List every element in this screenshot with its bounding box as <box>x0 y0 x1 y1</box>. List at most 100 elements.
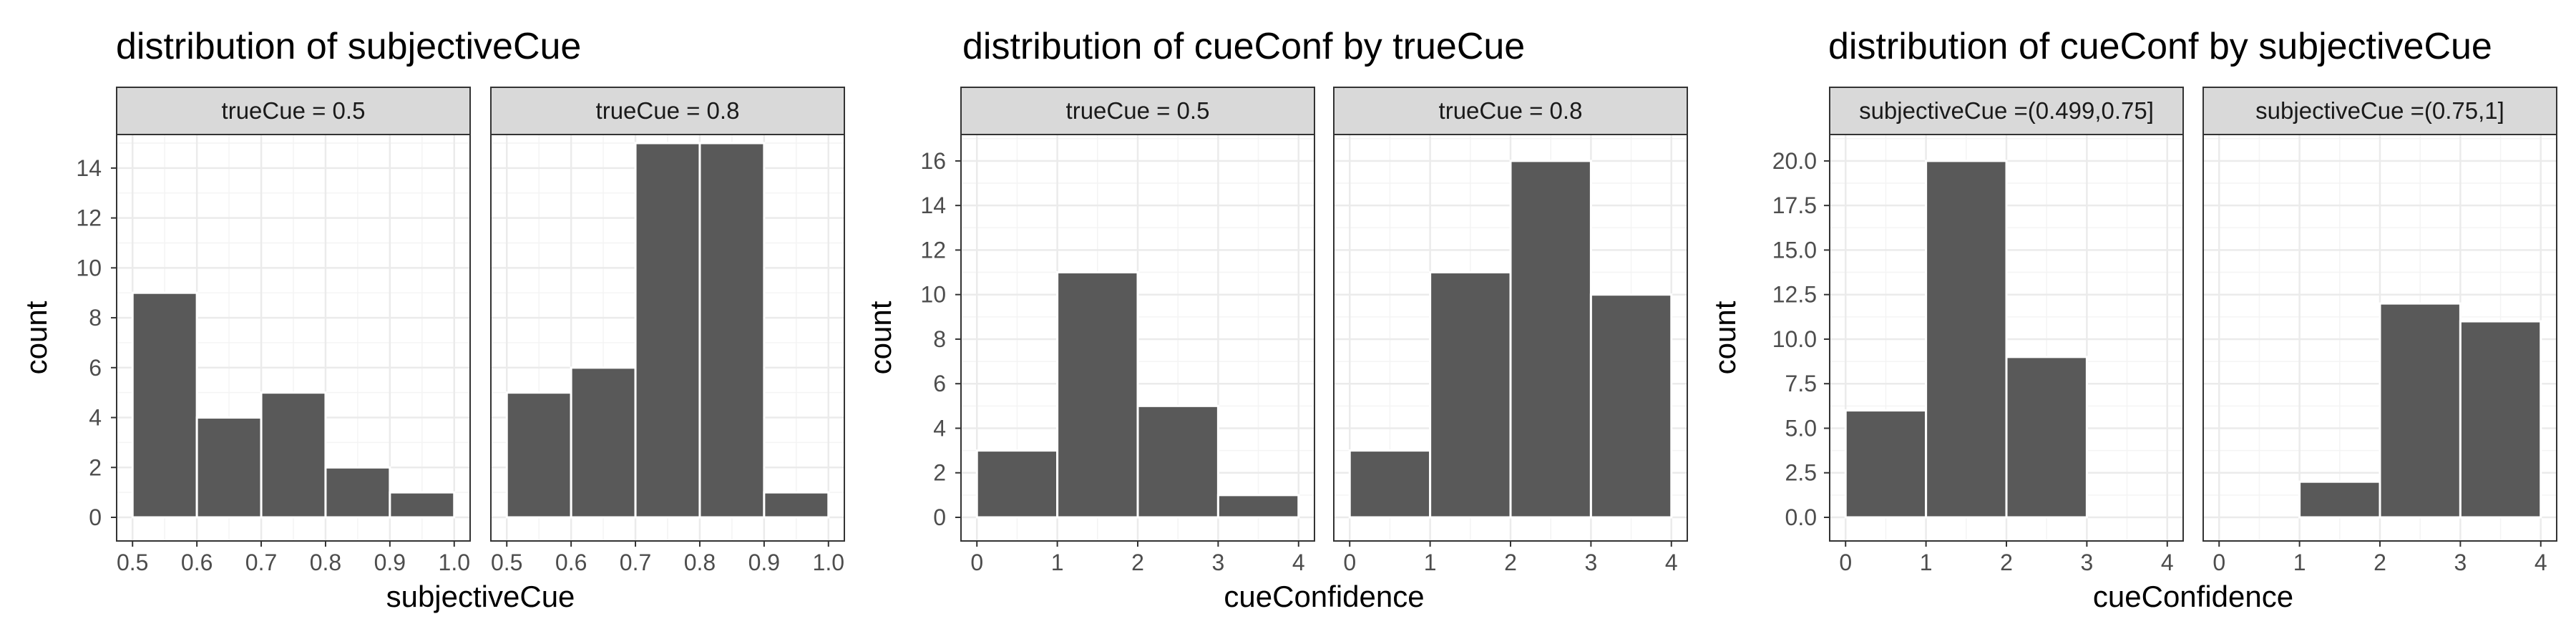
chart-title: distribution of subjectiveCue <box>116 26 581 67</box>
y-tick-label: 5.0 <box>1785 415 1817 441</box>
histogram-bar <box>763 491 830 519</box>
histogram-bar <box>505 391 572 519</box>
y-tick-label: 6 <box>89 355 102 381</box>
x-tick-label: 4 <box>1292 550 1305 575</box>
x-tick-label: 4 <box>2534 550 2547 575</box>
histogram-bar <box>634 142 701 519</box>
y-tick-label: 4 <box>933 415 946 441</box>
x-tick-label: 0.9 <box>748 550 780 575</box>
y-tick-label: 0.0 <box>1785 504 1817 530</box>
y-tick-label: 2.5 <box>1785 460 1817 486</box>
y-tick-label: 12.5 <box>1772 282 1817 308</box>
histogram-bar <box>1589 293 1673 519</box>
x-axis-label: cueConfidence <box>1224 580 1424 613</box>
x-tick-label: 2 <box>2373 550 2386 575</box>
x-tick-label: 2 <box>1131 550 1144 575</box>
y-tick-label: 10.0 <box>1772 326 1817 352</box>
x-tick-label: 2 <box>1504 550 1517 575</box>
histogram-bar <box>324 466 391 519</box>
x-tick-label: 0 <box>970 550 983 575</box>
histogram-bar <box>1348 449 1432 519</box>
y-tick-label: 15.0 <box>1772 237 1817 263</box>
x-tick-label: 0 <box>1839 550 1852 575</box>
x-tick-label: 1.0 <box>813 550 844 575</box>
x-axis-label: subjectiveCue <box>386 580 575 613</box>
facet-strip <box>1829 87 2184 135</box>
chart-1: distribution of subjectiveCue count 0 2 4 6 8 1… <box>19 26 845 613</box>
y-tick-label: 12 <box>920 237 946 263</box>
y-tick-label: 7.5 <box>1785 371 1817 396</box>
y-tick-label: 0 <box>89 504 102 530</box>
chart-title: distribution of cueConf by trueCue <box>962 26 1525 67</box>
facet-strip-label: trueCue = 0.5 <box>222 97 366 124</box>
histogram-bar <box>1844 409 1928 519</box>
y-axis-label: count <box>19 301 53 374</box>
histogram-bar <box>1136 404 1219 519</box>
panel-2: trueCue = 0.8 0.5 0.6 0.7 0.8 0.9 1.0 <box>490 87 845 575</box>
x-axis-label: cueConfidence <box>2093 580 2293 613</box>
x-tick-label: 0.6 <box>181 550 213 575</box>
histogram-bar <box>260 391 327 519</box>
facet-strip-label: trueCue = 0.8 <box>596 97 740 124</box>
histogram-bar <box>2298 480 2381 519</box>
histogram-bar <box>2379 302 2462 519</box>
y-tick-label: 14 <box>76 155 102 181</box>
x-tick-label: 3 <box>2454 550 2467 575</box>
histogram-bar <box>195 416 263 519</box>
facet-strip <box>960 87 1315 135</box>
x-tick-label: 4 <box>1665 550 1678 575</box>
y-tick-label: 2 <box>89 454 102 480</box>
y-tick-label: 2 <box>933 460 946 486</box>
y-tick-label: 8 <box>89 305 102 331</box>
y-tick-label: 12 <box>76 205 102 231</box>
facet-strip <box>2202 87 2557 135</box>
y-tick-label: 10 <box>920 282 946 308</box>
chart-2: distribution of cueConf by trueCue count 0… <box>864 26 1688 613</box>
histogram-bar <box>698 142 766 519</box>
y-tick-label: 16 <box>920 148 946 174</box>
y-tick-label: 8 <box>933 326 946 352</box>
facet-strip-label: trueCue = 0.5 <box>1066 97 1210 124</box>
y-tick-label: 20.0 <box>1772 148 1817 174</box>
panel-1: subjectiveCue =(0.499,0.75] 0 1 2 3 4 <box>1829 87 2184 575</box>
x-tick-label: 1 <box>1424 550 1437 575</box>
x-tick-label: 0.7 <box>620 550 651 575</box>
histogram-bar <box>1509 160 1592 519</box>
histogram-bar <box>975 449 1059 519</box>
chart-3: distribution of cueConf by subjectiveCue… <box>1708 26 2557 613</box>
x-tick-label: 0.5 <box>117 550 148 575</box>
y-tick-label: 4 <box>89 405 102 431</box>
x-tick-label: 1 <box>2293 550 2306 575</box>
y-tick-label: 10 <box>76 255 102 280</box>
chart-title: distribution of cueConf by subjectiveCue <box>1828 26 2492 67</box>
histogram-bar <box>2005 356 2088 519</box>
histogram-bar <box>1429 271 1512 519</box>
y-axis-label: count <box>864 301 897 374</box>
facet-strip-label: subjectiveCue =(0.75,1] <box>2255 97 2504 124</box>
y-axis-label: count <box>1708 301 1742 374</box>
panel-2: trueCue = 0.8 0 1 2 3 4 <box>1333 87 1688 575</box>
x-tick-label: 0 <box>1343 550 1356 575</box>
histogram-bar <box>389 491 456 519</box>
x-tick-label: 3 <box>1584 550 1597 575</box>
y-tick-label: 6 <box>933 371 946 396</box>
x-tick-label: 1.0 <box>439 550 470 575</box>
x-tick-label: 1 <box>1920 550 1933 575</box>
facet-strip-label: trueCue = 0.8 <box>1439 97 1583 124</box>
x-tick-label: 0.7 <box>245 550 277 575</box>
panel-1: trueCue = 0.5 0.5 0.6 0.7 0.8 0.9 1.0 <box>116 87 471 575</box>
facet-strip <box>116 87 471 135</box>
y-tick-label: 14 <box>920 192 946 218</box>
x-tick-label: 0.8 <box>310 550 341 575</box>
x-tick-label: 0.5 <box>491 550 522 575</box>
panel-2: subjectiveCue =(0.75,1] 0 1 2 3 4 <box>2202 87 2557 575</box>
histogram-bar <box>1925 160 2008 519</box>
histogram-bar <box>1056 271 1139 519</box>
facet-strip <box>490 87 845 135</box>
x-tick-label: 0.9 <box>374 550 406 575</box>
histogram-bar <box>570 366 637 519</box>
y-tick-label: 0 <box>933 504 946 530</box>
facet-strip-label: subjectiveCue =(0.499,0.75] <box>1859 97 2154 124</box>
